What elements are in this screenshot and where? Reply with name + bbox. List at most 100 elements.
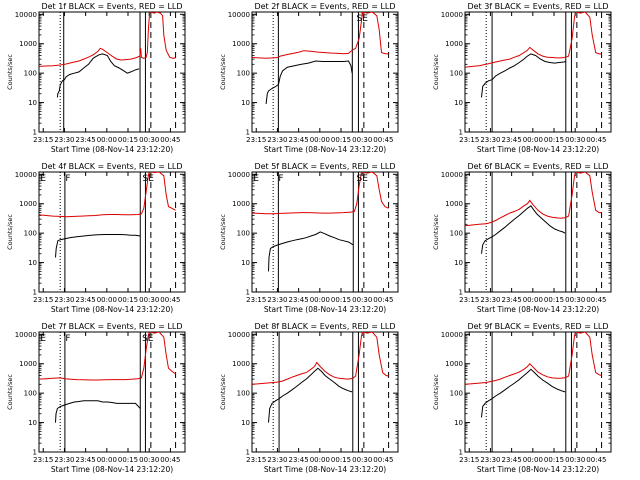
x-tick-label: 00:00 [310,456,330,464]
y-tick-label: 10000 [15,331,37,339]
y-tick-label: 10000 [15,11,37,19]
y-tick-label: 10 [241,259,250,267]
events-series-line [55,234,141,258]
x-tick-label: 23:15 [33,456,53,464]
x-tick-label: 23:30 [480,136,500,144]
x-tick-label: 23:45 [502,136,522,144]
y-tick-label: 100 [450,230,463,238]
y-tick-label: 100 [24,70,37,78]
y-tick-label: 1 [459,129,463,137]
y-tick-label: 10 [454,419,463,427]
y-tick-label: 1000 [445,200,463,208]
segment-marker: E [40,334,46,344]
x-tick-label: 00:00 [97,296,117,304]
x-tick-label: 00:15 [118,296,138,304]
x-tick-label: 00:30 [565,136,585,144]
y-tick-label: 10 [241,419,250,427]
x-tick-label: 00:45 [160,136,180,144]
x-tick-label: 00:15 [118,136,138,144]
events-series-line [481,205,566,254]
x-axis-label: Start Time (08-Nov-14 23:12:20) [477,465,599,474]
y-tick-label: 1000 [19,360,37,368]
x-tick-label: 23:30 [54,136,74,144]
x-tick-label: 23:45 [502,296,522,304]
panel-title: Det 2f BLACK = Events, RED = LLD [254,2,395,11]
y-axis-label: Counts/sec [6,374,14,410]
panel-title: Det 7f BLACK = Events, RED = LLD [41,322,182,331]
events-series-line [481,368,566,418]
x-axis-label: Start Time (08-Nov-14 23:12:20) [51,465,173,474]
y-tick-label: 10000 [15,171,37,179]
x-tick-label: 00:15 [331,456,351,464]
x-tick-label: 23:15 [33,296,53,304]
panel-title: Det 4f BLACK = Events, RED = LLD [41,162,182,171]
lld-series-line [252,172,389,215]
x-tick-label: 00:15 [544,136,564,144]
plot-frame [251,171,399,293]
lld-series-line [252,332,389,385]
plot-frame [251,331,399,453]
x-tick-label: 00:00 [310,136,330,144]
x-tick-label: 23:45 [289,296,309,304]
x-tick-label: 23:15 [459,136,479,144]
y-tick-label: 10000 [441,331,463,339]
y-tick-label: 1 [33,129,37,137]
x-tick-label: 23:15 [459,456,479,464]
x-tick-label: 00:45 [160,296,180,304]
x-tick-label: 00:00 [523,296,543,304]
x-tick-label: 23:45 [76,456,96,464]
x-tick-label: 00:30 [352,456,372,464]
x-tick-label: 00:00 [523,456,543,464]
x-tick-label: 23:45 [76,296,96,304]
x-tick-label: 00:30 [139,136,159,144]
segment-marker: F [65,334,70,344]
y-tick-label: 100 [24,230,37,238]
x-tick-label: 00:15 [331,136,351,144]
chart-panel-4: Det 4f BLACK = Events, RED = LLD 23:15 23:… [6,162,186,314]
y-tick-label: 10000 [228,331,250,339]
x-tick-label: 23:30 [54,456,74,464]
x-axis-label: Start Time (08-Nov-14 23:12:20) [477,305,599,314]
y-tick-label: 1000 [232,40,250,48]
y-tick-label: 1 [246,449,250,457]
y-tick-label: 1 [246,289,250,297]
x-axis-label: Start Time (08-Nov-14 23:12:20) [264,145,386,154]
y-tick-label: 1 [459,449,463,457]
x-tick-label: 00:45 [586,136,606,144]
segment-marker: E [253,174,259,184]
x-axis-label: Start Time (08-Nov-14 23:12:20) [51,145,173,154]
x-tick-label: 23:15 [33,136,53,144]
x-tick-label: 00:00 [97,456,117,464]
x-tick-label: 00:30 [139,296,159,304]
y-tick-label: 1000 [19,40,37,48]
x-tick-label: 00:00 [97,136,117,144]
plot-frame [38,11,186,133]
y-tick-label: 10000 [441,11,463,19]
lld-series-line [39,332,176,381]
x-tick-label: 00:45 [373,296,393,304]
x-tick-label: 23:30 [267,456,287,464]
x-tick-label: 00:30 [565,456,585,464]
lld-series-line [465,332,602,385]
x-tick-label: 23:15 [246,456,266,464]
y-tick-label: 10000 [441,171,463,179]
plot-frame [464,171,612,293]
x-tick-label: 00:45 [373,136,393,144]
y-tick-label: 10 [454,99,463,107]
panel-title: Det 3f BLACK = Events, RED = LLD [467,2,608,11]
x-tick-label: 23:15 [246,136,266,144]
panel-title: Det 8f BLACK = Events, RED = LLD [254,322,395,331]
x-tick-label: 00:30 [139,456,159,464]
y-tick-label: 10 [28,419,37,427]
events-series-line [268,231,354,272]
y-tick-label: 1000 [19,200,37,208]
x-tick-label: 00:15 [331,296,351,304]
y-tick-label: 1000 [232,360,250,368]
y-tick-label: 1000 [445,40,463,48]
segment-marker: SE [142,334,154,344]
